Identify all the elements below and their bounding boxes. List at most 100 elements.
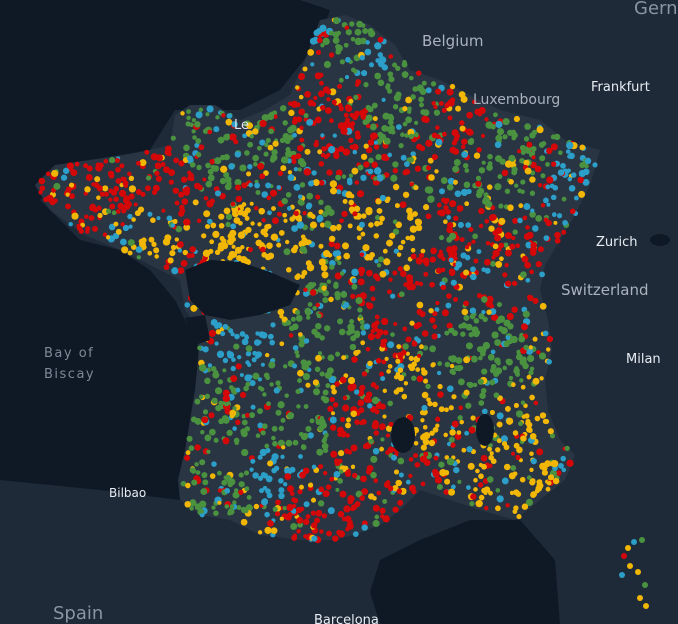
data-point [244, 486, 250, 492]
data-point [265, 475, 273, 483]
data-point [492, 243, 499, 250]
data-point [367, 333, 375, 341]
data-point [367, 168, 374, 175]
data-point [315, 419, 322, 425]
data-point [334, 458, 340, 464]
data-point [287, 174, 295, 181]
data-point [461, 308, 469, 316]
data-point [184, 302, 190, 308]
data-point [530, 241, 537, 249]
data-point [283, 482, 288, 487]
data-point [408, 473, 413, 478]
data-point [257, 530, 263, 535]
data-point [353, 350, 360, 356]
data-point [99, 191, 105, 197]
data-point [183, 186, 191, 193]
data-point [208, 329, 216, 337]
data-point [257, 340, 262, 345]
data-point [380, 376, 386, 381]
data-point [476, 249, 482, 255]
data-point [461, 151, 468, 158]
data-point [401, 71, 409, 78]
data-point [244, 470, 249, 476]
data-point [310, 214, 316, 219]
data-point [483, 192, 489, 198]
data-point [455, 105, 461, 112]
data-point [311, 170, 317, 176]
data-point [437, 202, 442, 208]
data-point [529, 451, 534, 457]
data-point [369, 123, 377, 131]
data-point [65, 203, 71, 210]
data-point [241, 419, 248, 426]
data-point [336, 255, 342, 260]
data-point [120, 222, 125, 227]
data-point [191, 416, 197, 423]
data-point [266, 492, 273, 499]
data-point [443, 205, 449, 211]
data-point [429, 317, 436, 324]
data-point [222, 368, 227, 373]
data-point [359, 109, 367, 117]
data-point [337, 426, 344, 434]
data-point [247, 362, 252, 367]
data-point [133, 202, 138, 207]
data-point [453, 179, 458, 185]
data-point [306, 360, 312, 366]
data-point [121, 176, 127, 182]
data-point [363, 395, 371, 403]
data-point [253, 233, 259, 239]
data-point [181, 176, 188, 183]
data-point [170, 223, 175, 228]
data-point [245, 351, 252, 357]
data-point [539, 303, 547, 310]
data-point [386, 425, 393, 432]
data-point [65, 192, 70, 197]
data-point [329, 264, 335, 270]
data-point [71, 212, 79, 220]
data-point [432, 401, 438, 408]
data-point [275, 380, 281, 386]
data-point [222, 357, 228, 364]
data-point [518, 421, 523, 427]
data-point [505, 280, 512, 287]
data-point [259, 448, 267, 456]
data-point [108, 223, 116, 231]
data-point [427, 157, 434, 164]
data-point [289, 216, 295, 222]
data-point [578, 190, 586, 198]
data-point [228, 328, 234, 334]
data-point [343, 373, 349, 379]
data-point [362, 244, 370, 252]
data-point [331, 389, 337, 395]
data-point [373, 430, 379, 436]
data-point [318, 209, 324, 215]
data-point [212, 230, 220, 238]
data-point [480, 133, 486, 138]
data-point [505, 160, 513, 168]
data-point [144, 149, 150, 155]
data-point [332, 535, 339, 542]
data-point [297, 145, 304, 152]
data-point [322, 389, 329, 396]
data-point [482, 342, 490, 350]
data-point [340, 376, 347, 384]
data-point [424, 186, 432, 194]
data-point [313, 179, 320, 186]
data-point [359, 384, 366, 391]
data-point [392, 219, 398, 225]
data-point [435, 125, 440, 130]
data-point [463, 315, 470, 321]
data-point [261, 191, 269, 198]
data-point [342, 199, 348, 204]
data-point [234, 333, 240, 340]
data-point [237, 209, 244, 216]
data-point [332, 37, 340, 44]
data-point [295, 353, 300, 358]
data-point [534, 165, 542, 173]
data-point [574, 195, 579, 201]
data-point [337, 84, 342, 89]
data-point [524, 123, 531, 130]
data-point [392, 485, 399, 492]
